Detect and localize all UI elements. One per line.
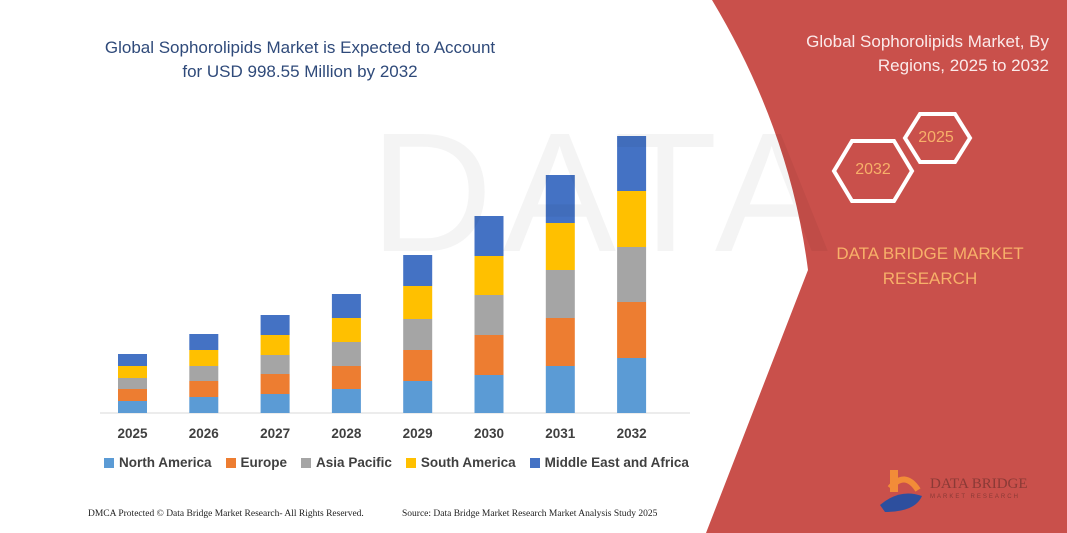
- bar-segment-2032-0: [617, 358, 647, 413]
- logo-icon: [880, 470, 922, 512]
- x-tick-label: 2026: [188, 426, 219, 441]
- legend-item: Asia Pacific: [301, 455, 392, 470]
- bar-segment-2028-4: [331, 294, 361, 318]
- legend: North America Europe Asia Pacific South …: [104, 455, 689, 470]
- legend-swatch: [529, 457, 540, 468]
- bar-segment-2030-3: [474, 256, 504, 295]
- side-panel-title: Global Sophorolipids Market, By Regions,…: [806, 32, 1049, 75]
- x-tick-label: 2030: [473, 426, 505, 441]
- bar-segment-2031-3: [545, 223, 575, 270]
- logo-text: DATA BRIDGE: [930, 476, 1028, 492]
- bar-segment-2032-1: [617, 302, 647, 358]
- bar-segment-2031-0: [545, 366, 575, 413]
- bar-segment-2027-2: [260, 355, 290, 374]
- legend-item: North America: [104, 455, 212, 470]
- legend-label: Europe: [240, 455, 288, 470]
- legend-label: North America: [119, 455, 212, 470]
- legend-swatch: [301, 457, 312, 468]
- legend-swatch: [225, 457, 236, 468]
- footer-copyright: DMCA Protected © Data Bridge Market Rese…: [88, 509, 364, 519]
- red-side-panel: [706, 0, 1067, 533]
- bar-segment-2026-0: [189, 397, 219, 413]
- legend-item: Europe: [225, 455, 288, 470]
- bar-segment-2029-3: [403, 286, 433, 319]
- bar-segment-2025-3: [118, 366, 147, 378]
- legend-label: South America: [420, 455, 516, 470]
- bar-segment-2028-0: [331, 389, 361, 413]
- x-tick-label: 2027: [260, 426, 291, 441]
- bar-segment-2031-2: [545, 270, 575, 318]
- bar-segment-2030-2: [474, 295, 504, 335]
- bar-segment-2025-2: [118, 378, 147, 389]
- bar-segment-2031-1: [545, 318, 575, 366]
- bar-segment-2030-4: [474, 216, 504, 256]
- x-tick-label: 2032: [616, 426, 647, 441]
- hex-label-2032: 2032: [855, 161, 891, 178]
- bar-segment-2026-2: [189, 366, 219, 381]
- bar-segment-2030-0: [474, 375, 504, 413]
- bar-segment-2027-1: [260, 374, 290, 394]
- x-tick-label: 2025: [117, 426, 148, 441]
- bar-segment-2025-1: [118, 389, 147, 401]
- legend-swatch: [104, 457, 114, 468]
- bar-segment-2027-4: [260, 315, 290, 335]
- bar-segment-2026-1: [189, 381, 219, 397]
- bar-segment-2028-1: [331, 366, 361, 389]
- bar-segment-2032-2: [617, 247, 647, 302]
- x-tick-label: 2031: [545, 426, 576, 441]
- hex-label-2025: 2025: [918, 129, 954, 146]
- bar-segment-2026-4: [189, 334, 219, 350]
- legend-swatch: [405, 457, 416, 468]
- bar-segment-2026-3: [189, 350, 219, 366]
- legend-label: Asia Pacific: [316, 455, 392, 470]
- brand-text: DATA BRIDGE MARKET RESEARCH: [836, 244, 1024, 288]
- bar-segment-2027-0: [260, 394, 290, 413]
- footer-source: Source: Data Bridge Market Research Mark…: [402, 509, 658, 519]
- bar-segment-2031-4: [545, 175, 575, 223]
- bar-segment-2029-4: [403, 255, 433, 286]
- legend-label: Middle East and Africa: [544, 455, 689, 470]
- x-tick-label: 2028: [331, 426, 362, 441]
- logo-subtext: MARKET RESEARCH: [930, 494, 1020, 500]
- bars-group: [118, 136, 647, 413]
- hexagon-2032: [831, 139, 915, 203]
- bar-segment-2025-0: [118, 401, 147, 413]
- watermark: DATA: [370, 95, 838, 291]
- bar-segment-2028-3: [331, 318, 361, 342]
- chart-title: Global Sophorolipids Market is Expected …: [104, 38, 496, 81]
- bar-segment-2032-4: [617, 136, 647, 191]
- bar-segment-2028-2: [331, 342, 361, 366]
- bar-segment-2025-4: [118, 354, 147, 366]
- bar-segment-2029-2: [403, 319, 433, 350]
- bar-segment-2032-3: [617, 191, 647, 247]
- bar-segment-2029-1: [403, 350, 433, 381]
- bar-segment-2030-1: [474, 335, 504, 375]
- legend-item: South America: [405, 455, 516, 470]
- bar-segment-2029-0: [403, 381, 433, 413]
- bar-segment-2027-3: [260, 335, 290, 355]
- hexagon-2025: [902, 112, 973, 164]
- legend-item: Middle East and Africa: [529, 455, 689, 470]
- x-tick-label: 2029: [402, 426, 433, 441]
